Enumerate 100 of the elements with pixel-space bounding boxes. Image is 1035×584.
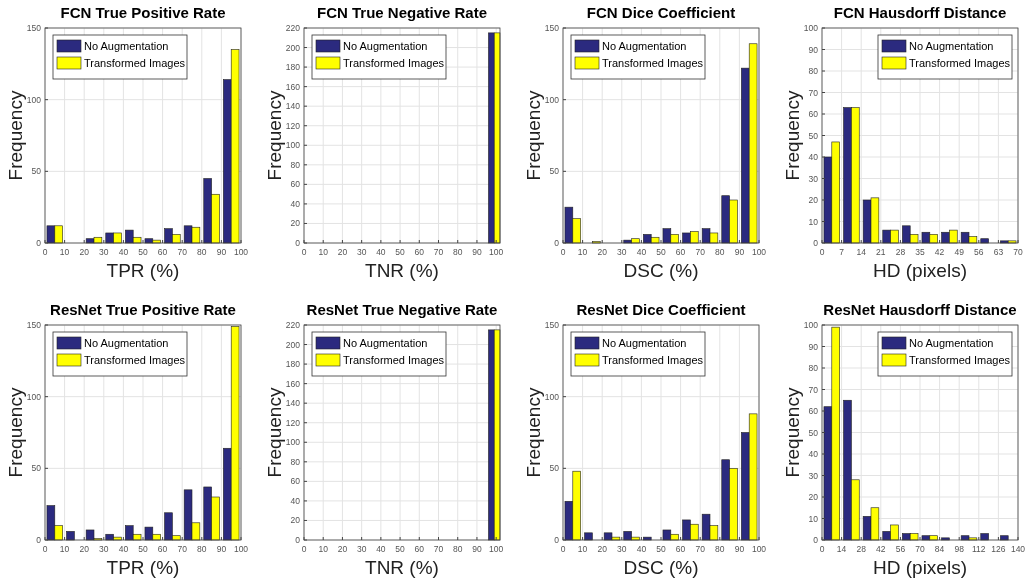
x-tick-label: 10 <box>318 247 329 257</box>
legend-label: No Augmentation <box>84 337 169 349</box>
x-tick-label: 20 <box>597 247 608 257</box>
x-tick-label: 50 <box>656 247 666 257</box>
y-tick-label: 60 <box>290 179 301 190</box>
chart-title: FCN True Positive Rate <box>60 4 226 21</box>
y-tick-label: 10 <box>808 216 819 227</box>
y-tick-label: 20 <box>290 218 301 229</box>
y-tick-label: 160 <box>285 81 301 92</box>
x-tick-label: 42 <box>876 544 886 554</box>
x-tick-label: 20 <box>597 544 608 554</box>
y-tick-label: 90 <box>808 341 819 352</box>
x-tick-label: 90 <box>734 544 745 554</box>
y-tick-label: 150 <box>544 320 560 330</box>
y-tick-label: 80 <box>808 363 819 373</box>
x-tick-label: 60 <box>157 544 168 554</box>
x-tick-label: 84 <box>934 544 945 554</box>
x-tick-label: 90 <box>734 247 745 257</box>
y-tick-label: 60 <box>808 406 819 416</box>
y-tick-label: 10 <box>808 513 819 524</box>
y-tick-label: 160 <box>285 378 301 389</box>
x-axis-title: TPR (%) <box>106 260 180 281</box>
x-tick-label: 30 <box>99 544 109 554</box>
x-tick-label: 35 <box>915 247 925 257</box>
y-tick-label: 60 <box>808 109 819 119</box>
x-tick-label: 100 <box>751 247 767 257</box>
x-tick-label: 28 <box>895 247 906 257</box>
legend-label: Transformed Images <box>602 354 704 366</box>
y-tick-label: 0 <box>554 238 560 248</box>
x-tick-label: 28 <box>856 544 867 554</box>
y-tick-label: 100 <box>803 320 819 330</box>
x-axis-title: TPR (%) <box>106 557 180 578</box>
x-tick-label: 80 <box>197 247 207 257</box>
y-tick-label: 50 <box>31 463 42 474</box>
y-tick-label: 40 <box>808 449 819 459</box>
y-axis-title: Frequency <box>5 90 26 181</box>
x-tick-label: 70 <box>1013 247 1023 257</box>
x-tick-label: 56 <box>895 544 906 554</box>
y-tick-label: 30 <box>808 173 819 184</box>
legend-label: Transformed Images <box>909 354 1011 366</box>
legend-label: No Augmentation <box>343 40 428 52</box>
legend-label: No Augmentation <box>909 337 994 349</box>
legend-label: Transformed Images <box>343 57 445 69</box>
y-tick-label: 100 <box>285 437 301 448</box>
x-tick-label: 49 <box>954 247 965 257</box>
x-tick-label: 100 <box>751 544 767 554</box>
legend-label: Transformed Images <box>602 57 704 69</box>
x-tick-label: 60 <box>675 247 686 257</box>
x-tick-label: 60 <box>675 544 686 554</box>
x-tick-label: 90 <box>216 247 227 257</box>
y-tick-label: 0 <box>813 535 819 545</box>
y-tick-label: 40 <box>290 198 301 209</box>
x-tick-label: 30 <box>356 247 367 257</box>
y-tick-label: 40 <box>808 152 819 162</box>
x-tick-label: 50 <box>395 247 406 257</box>
x-tick-label: 20 <box>79 247 90 257</box>
x-tick-label: 70 <box>695 544 706 554</box>
legend-label: Transformed Images <box>343 354 445 366</box>
y-tick-label: 20 <box>290 515 301 526</box>
y-axis-title: Frequency <box>523 387 544 478</box>
legend-label: No Augmentation <box>602 40 687 52</box>
x-tick-label: 20 <box>79 544 90 554</box>
y-tick-label: 90 <box>808 44 819 55</box>
x-tick-label: 80 <box>452 247 463 257</box>
y-tick-label: 200 <box>285 339 301 350</box>
x-tick-label: 100 <box>233 247 249 257</box>
legend-label: Transformed Images <box>84 57 186 69</box>
y-tick-label: 20 <box>808 195 819 205</box>
x-axis-title: HD (pixels) <box>873 557 967 578</box>
x-tick-label: 80 <box>715 247 725 257</box>
legend-label: No Augmentation <box>343 337 428 349</box>
x-tick-label: 40 <box>636 544 647 554</box>
x-tick-label: 63 <box>993 247 1004 257</box>
x-axis-title: DSC (%) <box>623 260 699 281</box>
x-tick-label: 40 <box>636 247 647 257</box>
y-axis-title: Frequency <box>782 90 803 181</box>
y-tick-label: 100 <box>803 23 819 33</box>
y-tick-label: 0 <box>36 238 42 248</box>
y-tick-label: 60 <box>290 476 301 487</box>
y-axis-title: Frequency <box>264 90 285 181</box>
y-tick-label: 220 <box>285 320 301 330</box>
y-tick-label: 100 <box>544 391 560 402</box>
y-tick-label: 0 <box>295 238 301 248</box>
y-tick-label: 0 <box>813 238 819 248</box>
y-tick-label: 80 <box>290 456 301 467</box>
x-tick-label: 140 <box>1010 544 1026 554</box>
x-tick-label: 112 <box>972 544 986 554</box>
y-tick-label: 100 <box>26 94 42 105</box>
x-tick-label: 70 <box>695 247 706 257</box>
chart-title: ResNet Dice Coefficient <box>576 301 746 318</box>
chart-title: ResNet True Negative Rate <box>306 301 498 318</box>
x-tick-label: 80 <box>715 544 725 554</box>
x-tick-label: 90 <box>472 247 482 257</box>
x-tick-label: 20 <box>337 247 348 257</box>
y-tick-label: 50 <box>808 130 819 141</box>
y-axis-title: Frequency <box>523 90 544 181</box>
y-tick-label: 100 <box>285 140 301 151</box>
x-tick-label: 60 <box>414 247 425 257</box>
x-tick-label: 21 <box>876 247 886 257</box>
x-tick-label: 10 <box>59 247 70 257</box>
